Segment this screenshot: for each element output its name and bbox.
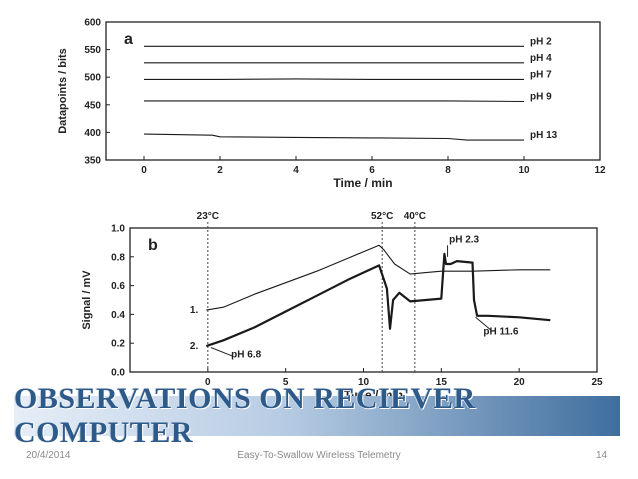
series-label: pH 13 bbox=[530, 130, 558, 141]
slide-title: OBSERVATIONS ON RECIEVER COMPUTER bbox=[14, 382, 476, 449]
series-label: pH 2 bbox=[530, 36, 552, 47]
series-line bbox=[143, 133, 524, 141]
event-marker-label: 52°C bbox=[371, 211, 393, 222]
x-tick-label: 10 bbox=[518, 165, 530, 176]
y-tick-label: 0.6 bbox=[111, 281, 125, 292]
series-line bbox=[205, 252, 551, 348]
series-label: pH 9 bbox=[530, 91, 552, 102]
x-tick-label: 0 bbox=[205, 377, 211, 388]
series-label: pH 4 bbox=[530, 53, 552, 64]
y-tick-label: 0.0 bbox=[111, 368, 125, 379]
series-line bbox=[144, 100, 525, 103]
annotation-label: pH 6.8 bbox=[231, 350, 261, 361]
y-tick-label: 0.8 bbox=[111, 252, 125, 263]
annotation-label: pH 11.6 bbox=[483, 327, 518, 338]
series-label: 1. bbox=[190, 305, 199, 316]
x-tick-label: 25 bbox=[591, 377, 603, 388]
x-tick-label: 6 bbox=[369, 165, 375, 176]
y-tick-label: 1.0 bbox=[111, 224, 125, 235]
plot-frame bbox=[105, 21, 601, 161]
x-tick-label: 2 bbox=[217, 165, 223, 176]
y-axis-label: Signal / mV bbox=[81, 270, 93, 330]
plot-frame bbox=[129, 227, 598, 373]
series-line bbox=[206, 244, 551, 311]
footer-page-number: 14 bbox=[596, 450, 608, 461]
x-tick-label: 4 bbox=[293, 165, 299, 176]
y-tick-label: 450 bbox=[84, 100, 101, 111]
y-tick-label: 550 bbox=[84, 45, 101, 56]
x-axis-label: Time / min bbox=[333, 176, 392, 190]
x-tick-label: 15 bbox=[436, 377, 448, 388]
annotation-label: pH 2.3 bbox=[449, 234, 479, 245]
annotation-pointer bbox=[210, 347, 233, 357]
y-tick-label: 350 bbox=[84, 156, 101, 167]
event-marker-label: 23°C bbox=[197, 211, 219, 222]
series-line bbox=[144, 78, 524, 80]
series-label: 2. bbox=[190, 341, 199, 352]
x-tick-label: 8 bbox=[445, 165, 451, 176]
series-label: pH 7 bbox=[530, 69, 552, 80]
y-tick-label: 600 bbox=[84, 18, 101, 29]
event-marker-label: 40°C bbox=[404, 211, 426, 222]
y-tick-label: 0.4 bbox=[111, 310, 125, 321]
title-banner: OBSERVATIONS ON RECIEVER COMPUTER bbox=[14, 382, 620, 449]
y-tick-label: 400 bbox=[84, 128, 101, 139]
footer-date: 20/4/2014 bbox=[26, 450, 71, 461]
x-tick-label: 20 bbox=[514, 377, 526, 388]
chart-panel-a: 0 2 4 6 8 10 12 350 400 450 500 550 600 Time / min Dat… bbox=[57, 18, 606, 191]
y-axis-label: Datapoints / bits bbox=[57, 48, 69, 134]
annotation-pointer bbox=[475, 316, 492, 331]
panel-label: a bbox=[124, 31, 133, 48]
x-tick-label: 12 bbox=[594, 165, 606, 176]
footer-center-text: Easy-To-Swallow Wireless Telemetry bbox=[237, 450, 401, 461]
x-tick-label: 0 bbox=[141, 165, 147, 176]
y-tick-label: 0.2 bbox=[111, 339, 125, 350]
x-tick-label: 5 bbox=[283, 377, 289, 388]
y-tick-label: 500 bbox=[84, 73, 101, 84]
x-tick-label: 10 bbox=[358, 377, 370, 388]
panel-label: b bbox=[148, 237, 158, 254]
